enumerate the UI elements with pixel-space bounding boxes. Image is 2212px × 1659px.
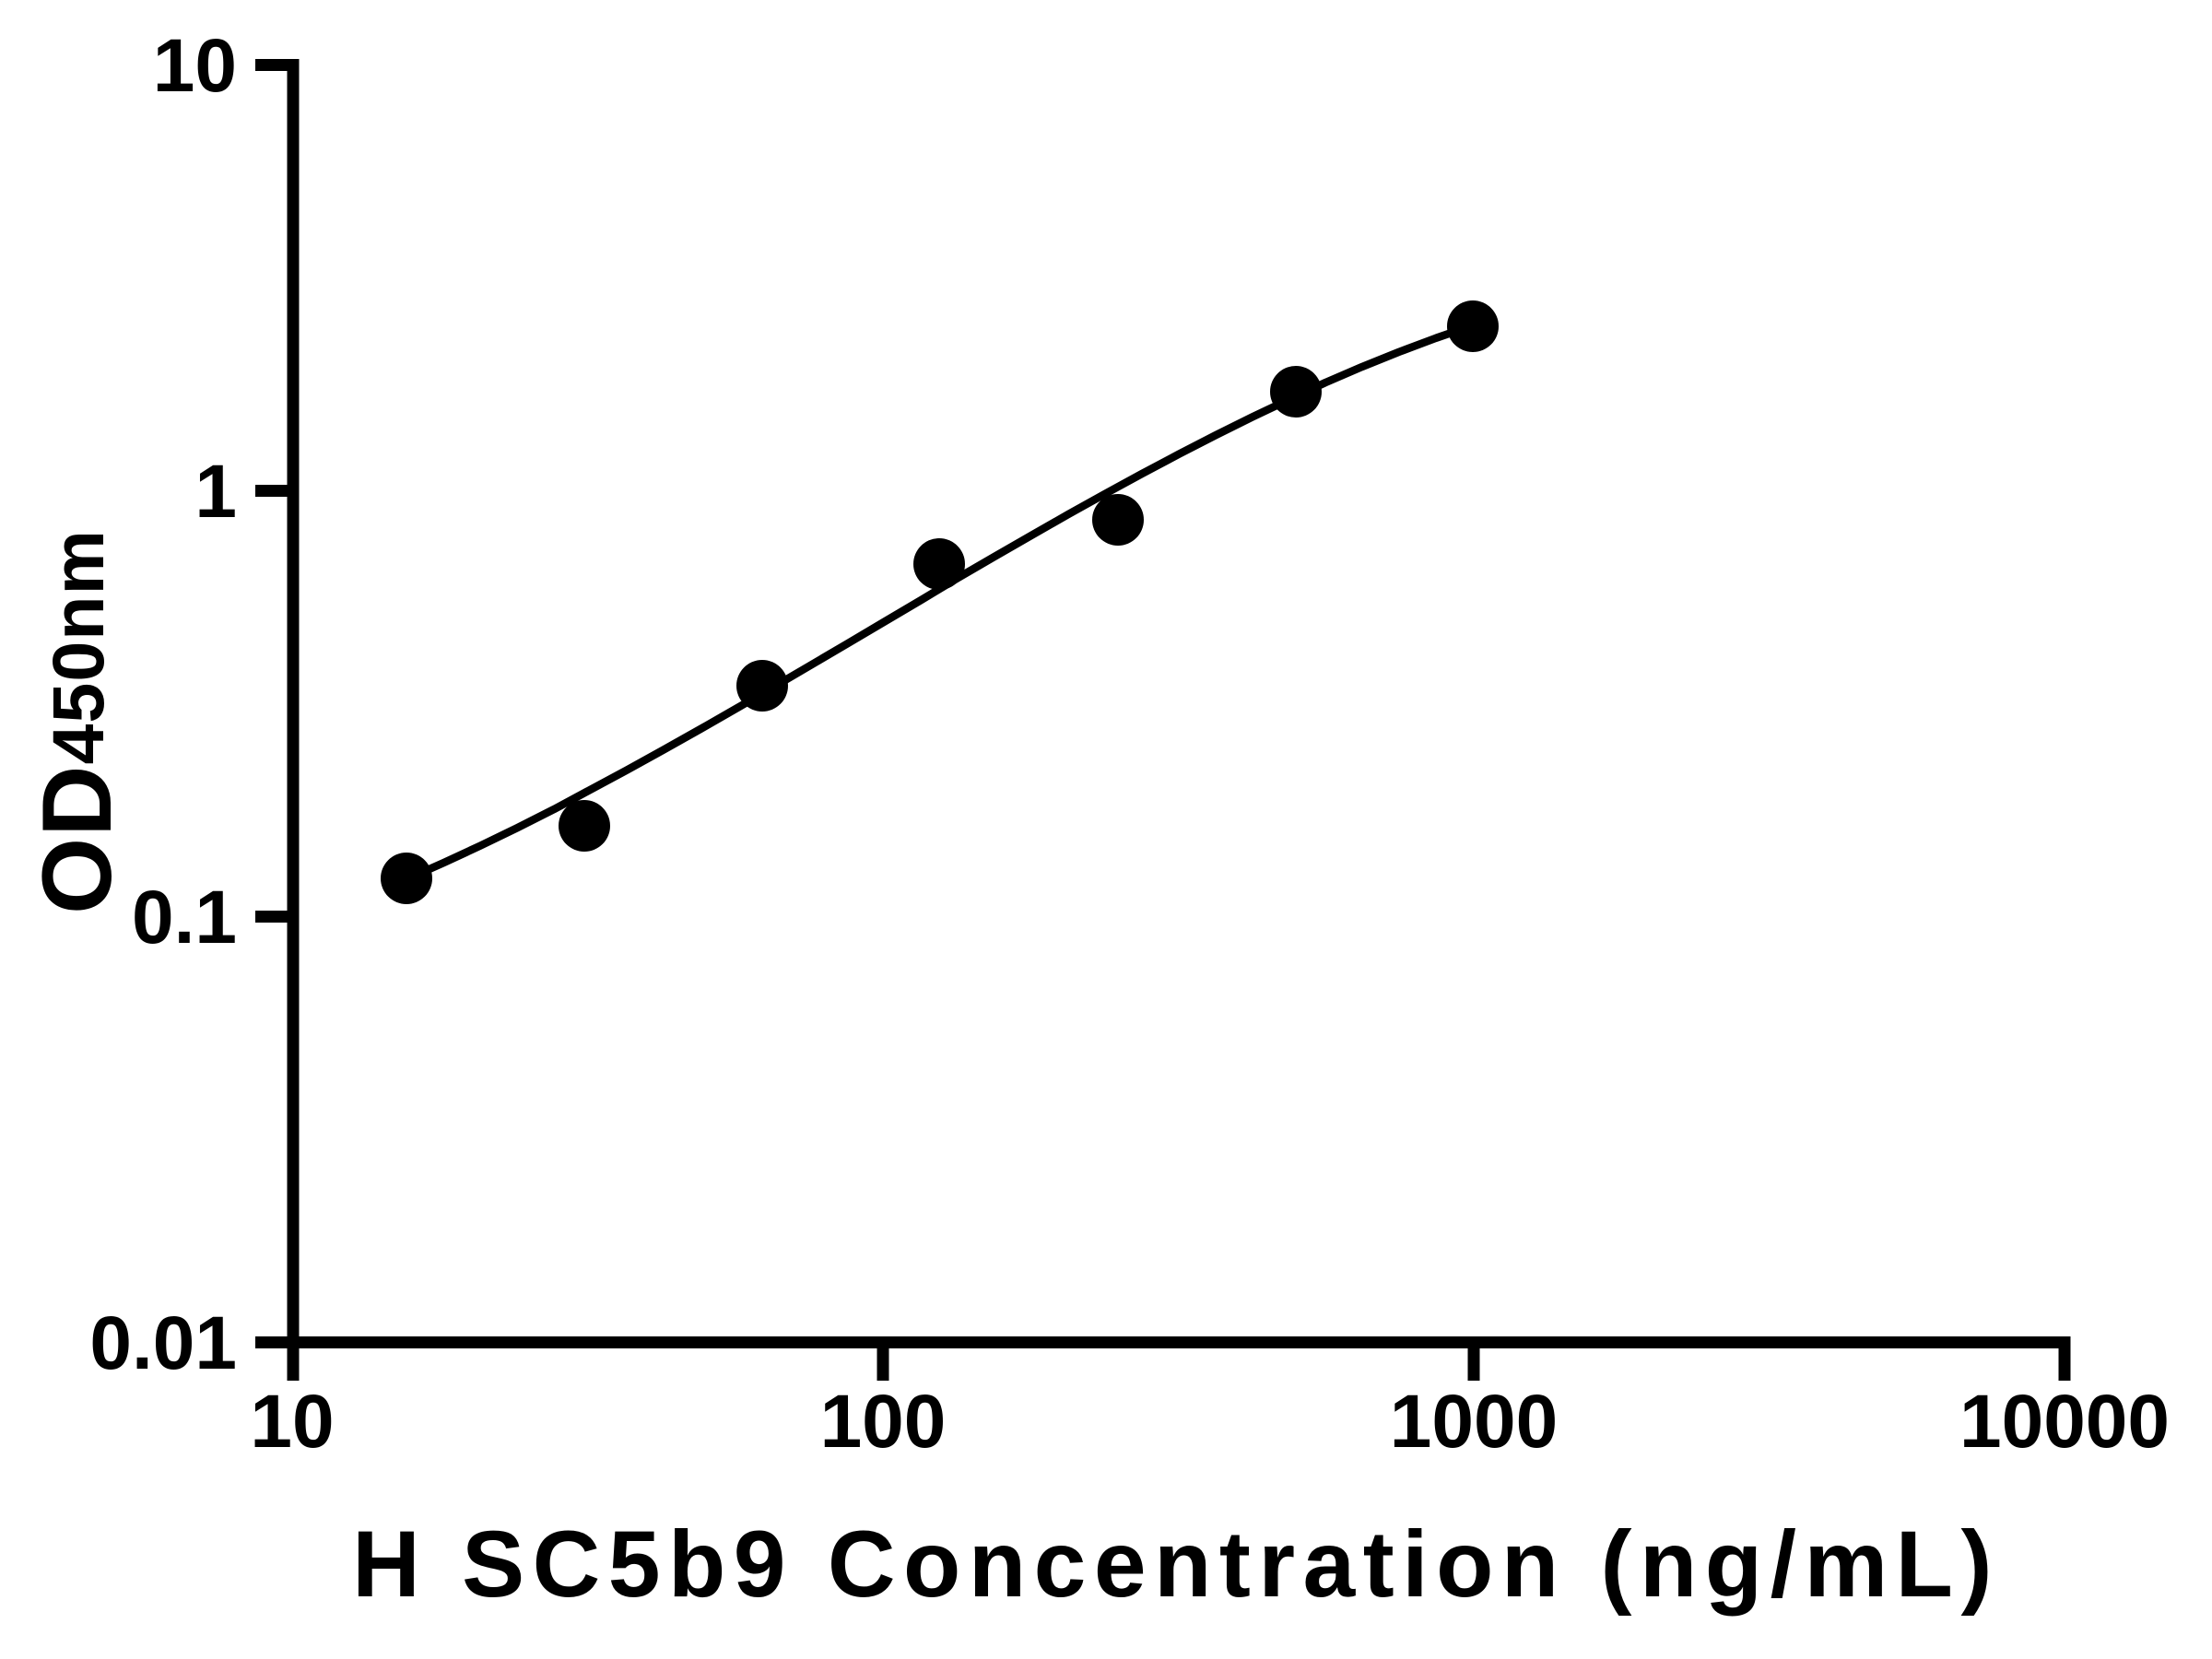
svg-text:OD450nm: OD450nm — [21, 529, 132, 914]
svg-text:0.1: 0.1 — [132, 876, 237, 959]
svg-text:10: 10 — [250, 1380, 334, 1464]
svg-text:10: 10 — [153, 24, 237, 108]
svg-text:10000: 10000 — [1959, 1380, 2170, 1464]
svg-text:1000: 1000 — [1390, 1380, 1558, 1464]
svg-text:0.01: 0.01 — [89, 1301, 237, 1385]
svg-text:H SC5b9 Concentration (ng/mL): H SC5b9 Concentration (ng/mL) — [352, 1512, 2000, 1617]
svg-text:1: 1 — [194, 450, 237, 534]
svg-text:100: 100 — [820, 1380, 947, 1464]
